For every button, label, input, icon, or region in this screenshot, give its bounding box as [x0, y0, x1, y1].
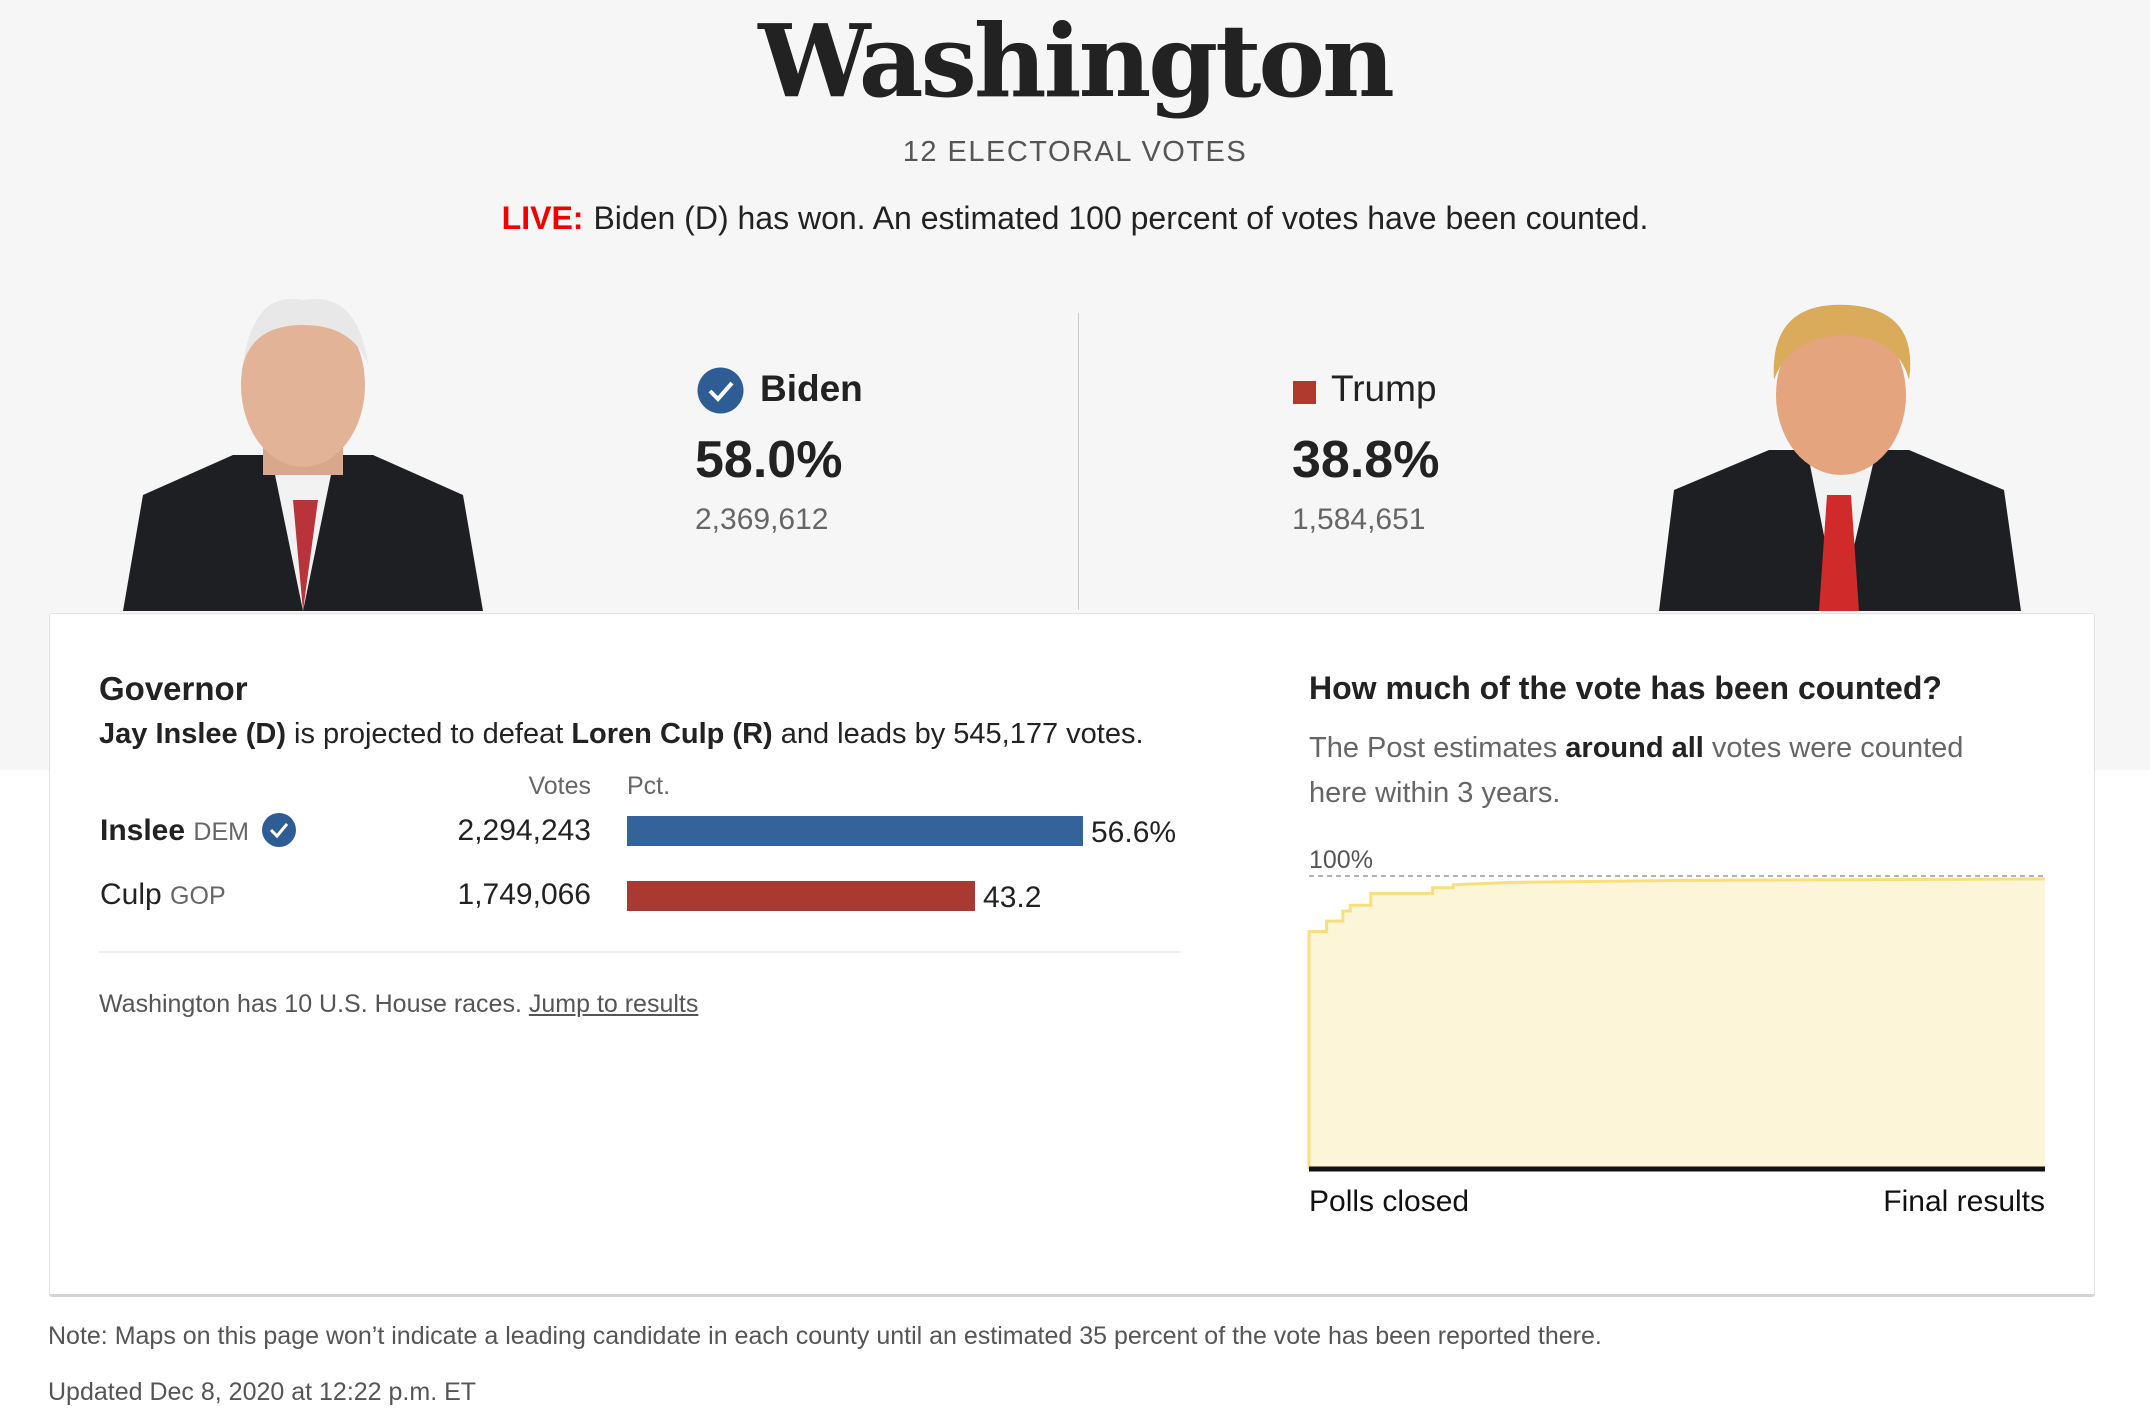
- row-party: DEM: [193, 818, 249, 846]
- loser-name: Loren Culp (R): [571, 718, 773, 750]
- live-tag: LIVE:: [501, 200, 584, 236]
- counted-description: The Post estimates around all votes were…: [1309, 726, 2029, 816]
- trump-portrait: [1659, 304, 2021, 611]
- votes-header: Votes: [528, 772, 591, 800]
- row-votes: 2,294,243: [457, 814, 591, 847]
- house-races-text: Washington has 10 U.S. House races. Jump…: [99, 990, 698, 1019]
- candidate-name-biden: Biden: [760, 368, 863, 409]
- counted-title: How much of the vote has been counted?: [1309, 670, 1942, 706]
- candidate-votes-biden: 2,369,612: [695, 503, 829, 536]
- chart-line: [1307, 877, 2046, 1169]
- desc-mid: is projected to defeat: [285, 718, 572, 750]
- candidate-pct-trump: 38.8%: [1292, 431, 1440, 489]
- winner-check-icon: [262, 813, 296, 847]
- row-party: GOP: [170, 882, 226, 910]
- pct-bar-inslee: [627, 816, 1083, 846]
- desc-bold: around all: [1565, 732, 1704, 764]
- house-text: Washington has 10 U.S. House races.: [99, 990, 529, 1018]
- live-text: Biden (D) has won. An estimated 100 perc…: [593, 200, 1649, 236]
- row-votes: 1,749,066: [457, 878, 591, 911]
- vote-counted-chart: 100% Polls closed Final results: [1307, 846, 2046, 1218]
- candidate-name-trump: Trump: [1331, 368, 1437, 409]
- governor-title: Governor: [99, 670, 248, 707]
- desc-pre: The Post estimates: [1309, 732, 1566, 764]
- x-start-label: Polls closed: [1309, 1185, 1469, 1218]
- footer-note: Note: Maps on this page won’t indicate a…: [48, 1322, 1602, 1350]
- x-end-label: Final results: [1883, 1185, 2045, 1218]
- desc-post: votes were counted here within 3 years.: [1309, 732, 1964, 809]
- candidate-row-culp: Culp GOP: [100, 878, 226, 912]
- candidate-pct-biden: 58.0%: [695, 431, 843, 489]
- row-pct: 43.2: [983, 881, 1042, 914]
- winner-check-icon: [697, 367, 744, 414]
- row-name: Culp: [100, 878, 162, 911]
- pct-header: Pct.: [627, 772, 671, 800]
- separator: [99, 951, 1180, 953]
- electoral-votes: 12 ELECTORAL VOTES: [902, 136, 1248, 168]
- chart-area: [1309, 878, 2045, 1169]
- winner-name: Jay Inslee (D): [99, 718, 286, 750]
- gop-square-icon: [1293, 381, 1316, 404]
- candidate-votes-trump: 1,584,651: [1292, 503, 1426, 536]
- jump-to-results-link[interactable]: Jump to results: [528, 990, 699, 1018]
- divider: [1078, 313, 1079, 610]
- pct-bar-culp: [627, 881, 976, 911]
- row-name: Inslee: [100, 814, 186, 847]
- updated-timestamp: Updated Dec 8, 2020 at 12:22 p.m. ET: [48, 1378, 477, 1406]
- biden-portrait: [123, 298, 483, 611]
- governor-description: Jay Inslee (D) is projected to defeat Lo…: [99, 718, 1144, 751]
- y-label-top: 100%: [1309, 846, 1373, 874]
- live-status: LIVE: Biden (D) has won. An estimated 100…: [0, 200, 2150, 237]
- desc-end: and leads by 545,177 votes.: [772, 718, 1144, 750]
- candidate-row-inslee: Inslee DEM: [100, 814, 249, 848]
- page-title: Washington: [758, 2, 1395, 120]
- row-pct: 56.6%: [1091, 816, 1177, 849]
